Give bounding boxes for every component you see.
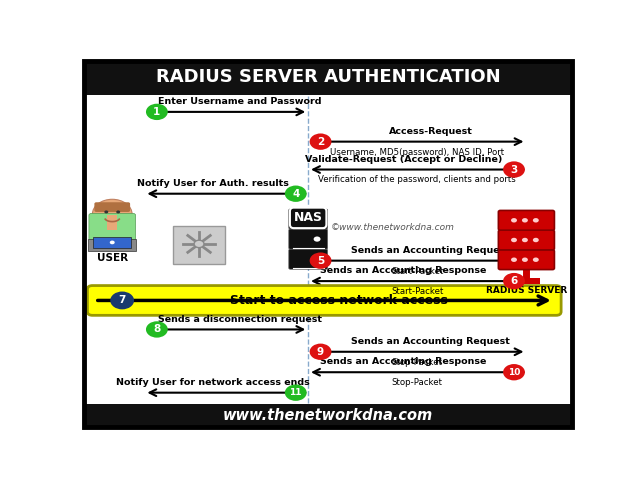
Text: RADIUS SERVER: RADIUS SERVER: [486, 286, 567, 295]
Circle shape: [310, 253, 332, 269]
Circle shape: [146, 321, 168, 338]
Text: 8: 8: [153, 325, 161, 334]
Text: 5: 5: [317, 256, 324, 266]
Circle shape: [522, 218, 528, 223]
Text: Notify User for network access ends: Notify User for network access ends: [116, 378, 310, 387]
Circle shape: [194, 240, 204, 248]
Text: RADIUS SERVER AUTHENTICATION: RADIUS SERVER AUTHENTICATION: [156, 68, 500, 86]
Text: Validate-Request (Accept or Decline): Validate-Request (Accept or Decline): [305, 155, 502, 164]
Circle shape: [310, 133, 332, 150]
Text: 2: 2: [317, 137, 324, 147]
FancyBboxPatch shape: [108, 215, 117, 230]
Circle shape: [511, 218, 517, 223]
FancyBboxPatch shape: [84, 404, 572, 427]
Circle shape: [285, 384, 307, 401]
Circle shape: [116, 211, 120, 213]
Text: Sends an Accounting Request: Sends an Accounting Request: [351, 246, 510, 255]
Circle shape: [533, 257, 539, 262]
Circle shape: [533, 238, 539, 242]
Text: 3: 3: [510, 165, 518, 174]
FancyBboxPatch shape: [173, 227, 225, 264]
Circle shape: [533, 218, 539, 223]
FancyBboxPatch shape: [93, 237, 131, 248]
FancyBboxPatch shape: [289, 229, 328, 249]
Text: Username, MD5(password), NAS ID, Port: Username, MD5(password), NAS ID, Port: [330, 148, 504, 156]
Text: 9: 9: [317, 347, 324, 357]
Text: www.thenetworkdna.com: www.thenetworkdna.com: [223, 408, 433, 423]
Text: ©www.thenetworkdna.com: ©www.thenetworkdna.com: [330, 223, 454, 232]
FancyBboxPatch shape: [499, 211, 554, 230]
Circle shape: [503, 273, 525, 289]
Text: Start-Packet: Start-Packet: [391, 267, 444, 276]
Circle shape: [503, 364, 525, 381]
Text: Stop-Packet: Stop-Packet: [392, 378, 443, 387]
Text: Stop-Packet: Stop-Packet: [392, 358, 443, 367]
Text: Enter Username and Password: Enter Username and Password: [158, 97, 322, 106]
FancyBboxPatch shape: [499, 250, 554, 270]
Text: Sends an Accounting Response: Sends an Accounting Response: [321, 266, 487, 275]
Circle shape: [110, 292, 134, 310]
Circle shape: [310, 343, 332, 360]
Text: 7: 7: [118, 296, 126, 305]
Text: Access-Request: Access-Request: [389, 127, 473, 136]
FancyBboxPatch shape: [499, 230, 554, 250]
FancyBboxPatch shape: [89, 213, 136, 242]
Text: Sends an Accounting Response: Sends an Accounting Response: [321, 357, 487, 366]
FancyBboxPatch shape: [84, 61, 572, 95]
FancyBboxPatch shape: [88, 285, 561, 315]
Text: NAS: NAS: [294, 212, 323, 225]
Circle shape: [314, 256, 321, 262]
Text: 4: 4: [292, 189, 300, 199]
FancyBboxPatch shape: [94, 202, 130, 212]
Circle shape: [511, 238, 517, 242]
Circle shape: [522, 238, 528, 242]
Text: 1: 1: [153, 107, 161, 117]
Circle shape: [92, 199, 132, 229]
Text: Start to access network access: Start to access network access: [230, 294, 448, 307]
Circle shape: [503, 161, 525, 178]
Circle shape: [314, 216, 321, 222]
Text: Sends an Accounting Request: Sends an Accounting Request: [351, 337, 510, 346]
Circle shape: [146, 104, 168, 120]
Text: Sends a disconnection request: Sends a disconnection request: [158, 314, 322, 324]
Circle shape: [511, 257, 517, 262]
Text: Verification of the password, clients and ports: Verification of the password, clients an…: [319, 175, 516, 185]
FancyBboxPatch shape: [289, 209, 328, 229]
Circle shape: [110, 241, 115, 244]
FancyBboxPatch shape: [88, 239, 136, 251]
FancyBboxPatch shape: [513, 278, 540, 284]
Circle shape: [285, 185, 307, 202]
Circle shape: [104, 211, 108, 213]
Text: Start-Packet: Start-Packet: [391, 287, 444, 296]
Text: 10: 10: [508, 368, 520, 377]
Text: USER: USER: [97, 253, 128, 263]
Circle shape: [314, 237, 321, 242]
Circle shape: [522, 257, 528, 262]
FancyBboxPatch shape: [289, 249, 328, 269]
Text: 11: 11: [289, 388, 302, 397]
Text: Notify User for Auth. results: Notify User for Auth. results: [137, 179, 289, 188]
Text: 6: 6: [510, 276, 518, 286]
